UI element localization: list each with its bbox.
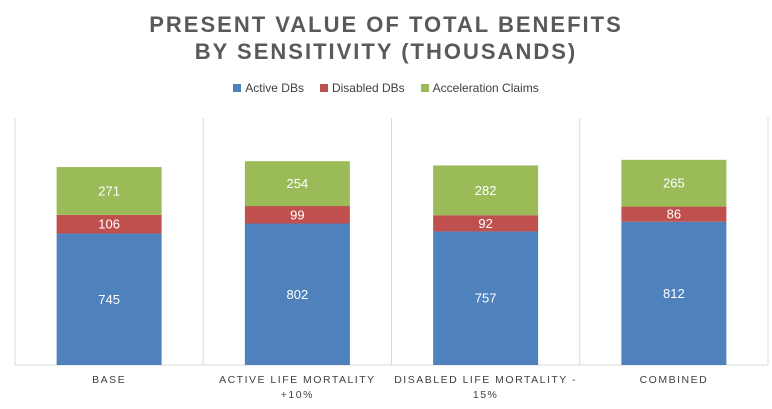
category-label: COMBINED (640, 374, 709, 386)
legend-item: Acceleration Claims (420, 81, 539, 95)
bar-segment (433, 165, 539, 216)
data-label: 99 (290, 207, 304, 222)
category-label: DISABLED LIFE MORTALITY - (394, 374, 577, 386)
data-label: 92 (478, 216, 492, 231)
legend-label: Disabled DBs (331, 81, 405, 95)
bar-segment (56, 214, 162, 234)
data-label: 757 (475, 291, 497, 306)
data-label: 812 (663, 286, 685, 301)
legend: Active DBs Disabled DBs Acceleration Claim… (0, 81, 772, 95)
category-label: 15% (473, 389, 499, 401)
category-label: +10% (281, 389, 314, 401)
data-label: 271 (98, 183, 120, 198)
bar-segment (244, 223, 350, 365)
bar-segment (244, 161, 350, 207)
bar-segment (433, 215, 539, 232)
chart-title-line-2: BY SENSITIVITY (THOUSANDS) (194, 39, 578, 64)
bar-segment (621, 159, 727, 207)
bar-segment (621, 221, 727, 365)
data-label: 745 (98, 292, 120, 307)
bar-segment (56, 233, 162, 365)
data-label: 265 (663, 176, 685, 191)
legend-label: Active DBs (245, 81, 304, 95)
category-label: BASE (92, 374, 126, 386)
data-label: 254 (287, 176, 309, 191)
chart-title-line-1: PRESENT VALUE OF TOTAL BENEFITS (149, 12, 623, 37)
legend-swatch (420, 84, 429, 92)
bar-segment (433, 231, 539, 365)
data-label: 86 (667, 207, 681, 222)
data-label: 282 (475, 183, 497, 198)
legend-item: Active DBs (233, 81, 304, 95)
data-label: 802 (287, 287, 309, 302)
bar-segment (244, 206, 350, 224)
bar-segment (56, 167, 162, 215)
legend-swatch (233, 84, 242, 92)
data-label: 106 (98, 217, 120, 232)
category-label: ACTIVE LIFE MORTALITY (219, 374, 376, 386)
legend-swatch (319, 84, 328, 92)
legend-item: Disabled DBs (319, 81, 405, 95)
bar-segment (621, 206, 727, 222)
legend-label: Acceleration Claims (432, 81, 539, 95)
